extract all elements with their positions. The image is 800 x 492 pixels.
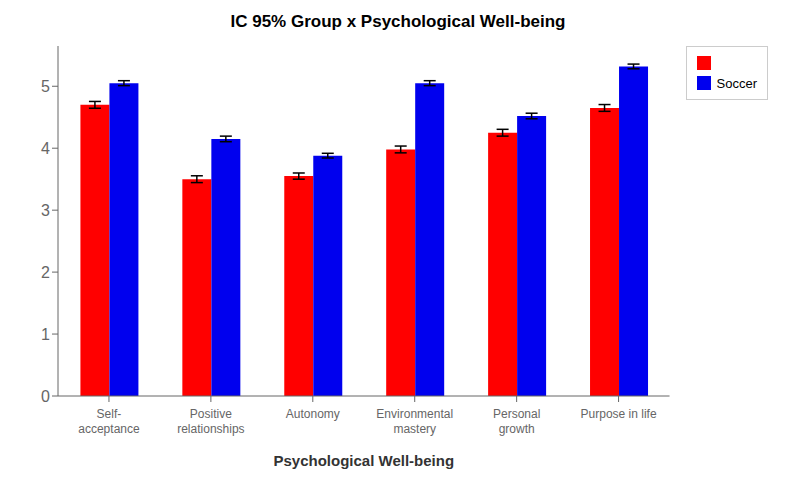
svg-text:5: 5 bbox=[41, 78, 50, 95]
svg-text:2: 2 bbox=[41, 264, 50, 281]
svg-text:Psychological Well-being: Psychological Well-being bbox=[273, 452, 454, 469]
svg-text:Purpose in life: Purpose in life bbox=[581, 407, 657, 421]
svg-text:1: 1 bbox=[41, 326, 50, 343]
svg-text:4: 4 bbox=[41, 140, 50, 157]
svg-text:Environmentalmastery: Environmentalmastery bbox=[376, 407, 453, 436]
html-text:Soccer: Soccer bbox=[716, 75, 757, 91]
svg-text:0: 0 bbox=[41, 388, 50, 405]
svg-text:Positiverelationships: Positiverelationships bbox=[177, 407, 244, 436]
svg-text:3: 3 bbox=[41, 202, 50, 219]
svg-text:Self-acceptance: Self-acceptance bbox=[78, 407, 140, 436]
svg-text:Autonomy: Autonomy bbox=[286, 407, 340, 421]
svg-text:Personalgrowth: Personalgrowth bbox=[493, 407, 540, 436]
html-text:IC 95% Group x Psychological W: IC 95% Group x Psychological Well-being bbox=[230, 12, 566, 31]
